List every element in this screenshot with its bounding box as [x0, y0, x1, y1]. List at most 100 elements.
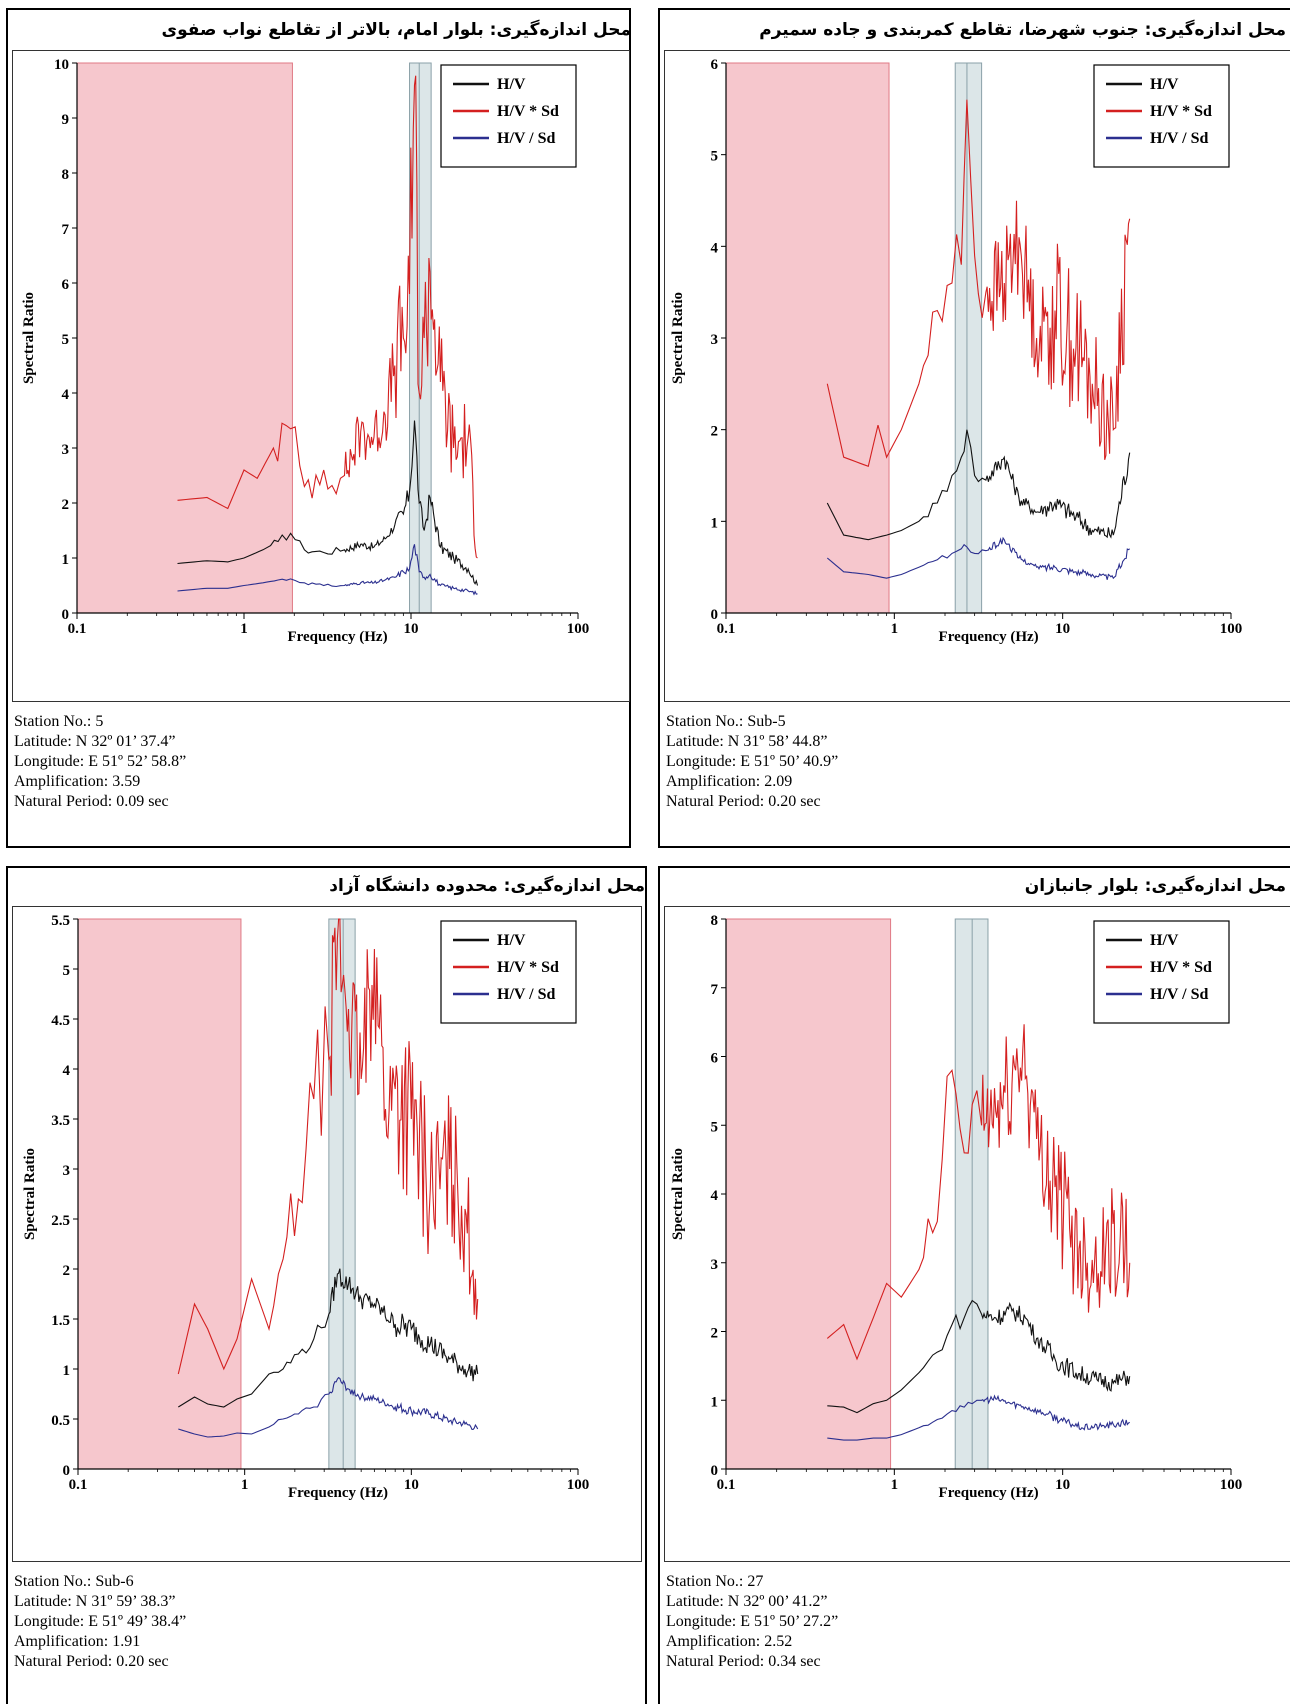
panel-title: محل اندازه‌گیری: بلوار جانبازان [1024, 876, 1286, 896]
y-tick-label: 7 [62, 222, 70, 238]
longitude: Longitude: E 51º 49’ 38.4” [14, 1613, 187, 1630]
panel-border-left [658, 8, 660, 848]
plot-area: 0 1 2 3 4 5 6 0.1 1 10 100 Frequency (Hz) Spectral R… [664, 50, 1290, 702]
peak-frequency-band [954, 62, 983, 614]
peak-frequency-band [954, 918, 989, 1470]
y-tick-label: 4 [711, 240, 719, 256]
y-tick-label: 9 [62, 112, 70, 128]
station-info: Station No.: Sub-6 Latitude: N 31º 59’ 3… [14, 1572, 186, 1672]
y-tick-label: 1 [711, 515, 719, 531]
hv-series-line [827, 1299, 1131, 1414]
x-axis-label: Frequency (Hz) [939, 629, 1039, 645]
low-frequency-shaded-region [76, 62, 293, 614]
y-tick-label: 1 [63, 1363, 71, 1379]
y-tick-label: 6 [711, 1051, 719, 1067]
y-tick-label: 8 [711, 913, 719, 929]
peak-frequency-band [328, 918, 356, 1470]
low-frequency-shaded-region [725, 918, 892, 1470]
amplification: Amplification: 2.52 [666, 1633, 793, 1650]
panel-border-left [658, 866, 660, 1704]
y-tick-label: 7 [711, 982, 719, 998]
x-tick-label: 10 [404, 1477, 419, 1493]
plot-area: 0 1 2 3 4 5 6 7 8 9 10 0.1 1 10 100 Frequency (Hz) Spect… [12, 50, 630, 702]
y-tick-label: 5 [63, 963, 71, 979]
y-tick-label: 4 [711, 1188, 719, 1204]
natural-period: Natural Period: 0.20 sec [666, 793, 821, 810]
station-number: Station No.: 5 [14, 713, 104, 730]
y-tick-label: 2 [711, 1326, 719, 1342]
x-tick-label: 10 [404, 621, 419, 637]
y-tick-label: 3 [62, 442, 70, 458]
hv-over-sd-series-line [826, 536, 1131, 580]
latitude: Latitude: N 31º 59’ 38.3” [14, 1593, 176, 1610]
longitude: Longitude: E 51º 52’ 58.8” [14, 753, 187, 770]
hv-times-sd-series-line [826, 1024, 1131, 1361]
panel-border-left [6, 866, 8, 1704]
station-number: Station No.: Sub-6 [14, 1573, 134, 1590]
y-tick-label: 10 [54, 57, 69, 73]
panel-frame-1 [6, 8, 631, 848]
legend-label: H/V [497, 932, 526, 949]
legend-label: H/V * Sd [1150, 103, 1212, 120]
y-tick-label: 1 [62, 552, 70, 568]
panel-border-top [658, 866, 1290, 868]
station-info: Station No.: 5 Latitude: N 32º 01’ 37.4”… [14, 712, 186, 812]
y-tick-label: 3 [711, 332, 719, 348]
spectral-ratio-chart: 0 1 2 3 4 5 6 7 8 9 10 0.1 1 10 100 Frequency (Hz) Spect… [21, 57, 590, 645]
legend-label: H/V / Sd [1150, 986, 1209, 1003]
x-tick-label: 100 [567, 621, 590, 637]
y-tick-label: 2 [62, 497, 70, 513]
legend-label: H/V / Sd [497, 130, 556, 147]
y-tick-label: 2.5 [51, 1213, 70, 1229]
x-axis-label: Frequency (Hz) [287, 629, 387, 645]
y-tick-label: 5.5 [51, 913, 70, 929]
y-tick-label: 0 [63, 1463, 71, 1479]
panel-title: محل اندازه‌گیری: محدوده دانشگاه آزاد [329, 876, 645, 896]
legend-label: H/V [1150, 76, 1179, 93]
x-tick-label: 1 [240, 621, 248, 637]
x-tick-label: 1 [241, 1477, 249, 1493]
y-axis-label: Spectral Ratio [21, 292, 37, 384]
y-tick-label: 0 [62, 607, 70, 623]
y-tick-label: 0.5 [51, 1413, 70, 1429]
y-tick-label: 3.5 [51, 1113, 70, 1129]
y-tick-label: 6 [62, 277, 70, 293]
legend-label: H/V * Sd [497, 103, 559, 120]
y-tick-label: 2 [63, 1263, 71, 1279]
legend-box [1093, 920, 1230, 1024]
y-tick-label: 1 [711, 1394, 719, 1410]
y-tick-label: 4.5 [51, 1013, 70, 1029]
legend-label: H/V / Sd [1150, 130, 1209, 147]
latitude: Latitude: N 31º 58’ 44.8” [666, 733, 828, 750]
x-axis-label: Frequency (Hz) [939, 1485, 1039, 1501]
x-axis-label: Frequency (Hz) [288, 1485, 388, 1501]
latitude: Latitude: N 32º 01’ 37.4” [14, 733, 176, 750]
y-tick-label: 2 [711, 424, 719, 440]
hv-series-line [177, 420, 479, 586]
hv-series-line [178, 1268, 479, 1408]
y-tick-label: 1.5 [51, 1313, 70, 1329]
y-axis-label: Spectral Ratio [670, 1148, 686, 1240]
x-tick-label: 100 [567, 1477, 590, 1493]
legend-label: H/V [1150, 932, 1179, 949]
spectral-ratio-chart: 0 0.5 1 1.5 2 2.5 3 3.5 4 4.5 5 5.5 0.1 1 10 100 Frequen… [22, 913, 590, 1501]
y-tick-label: 5 [711, 149, 719, 165]
natural-period: Natural Period: 0.20 sec [14, 1653, 169, 1670]
panel-title: محل اندازه‌گیری: جنوب شهرضا، تقاطع کمربن… [759, 20, 1286, 40]
legend-box [1093, 64, 1230, 168]
y-tick-label: 3 [711, 1257, 719, 1273]
x-tick-label: 0.1 [68, 621, 87, 637]
hv-series-line [826, 429, 1131, 541]
panel-border-bottom [658, 846, 1290, 848]
y-tick-label: 4 [63, 1063, 71, 1079]
y-tick-label: 5 [711, 1119, 719, 1135]
x-tick-label: 100 [1220, 1477, 1243, 1493]
latitude: Latitude: N 32º 00’ 41.2” [666, 1593, 828, 1610]
natural-period: Natural Period: 0.34 sec [666, 1653, 821, 1670]
x-tick-label: 0.1 [717, 1477, 736, 1493]
y-tick-label: 3 [63, 1163, 71, 1179]
y-tick-label: 4 [62, 387, 70, 403]
panel-border-top [6, 866, 645, 868]
station-number: Station No.: 27 [666, 1573, 764, 1590]
longitude: Longitude: E 51º 50’ 40.9” [666, 753, 839, 770]
